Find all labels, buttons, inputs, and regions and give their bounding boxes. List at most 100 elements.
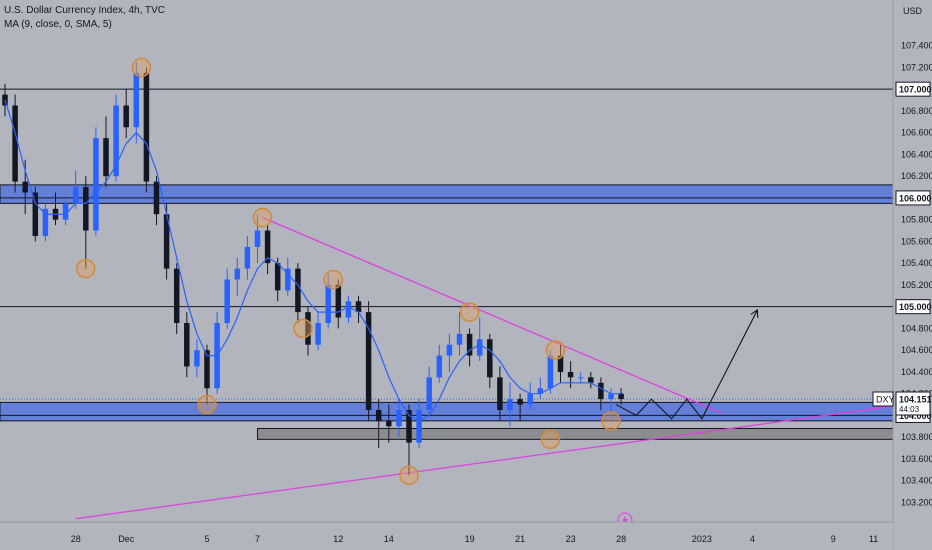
candle-15: [153, 181, 160, 215]
candle-35: [355, 301, 362, 313]
candle-16: [163, 214, 170, 269]
x-tick-9: 28: [616, 534, 626, 544]
candle-55: [557, 355, 564, 372]
y-tick-9: 105.200: [901, 280, 932, 290]
y-tick-16: 103.400: [901, 476, 932, 486]
candle-29: [295, 268, 301, 313]
candle-2: [22, 181, 28, 193]
candle-14: [143, 72, 150, 182]
price-label-1: 106.000: [899, 193, 932, 203]
x-tick-0: 28: [71, 534, 81, 544]
last-price-box: [895, 391, 931, 416]
y-tick-1: 107.200: [901, 62, 932, 72]
candle-22: [224, 279, 230, 323]
x-tick-4: 12: [333, 534, 343, 544]
candles-layer: [2, 61, 624, 476]
chart-title: U.S. Dollar Currency Index, 4h, TVC: [4, 5, 165, 16]
x-tick-1: Dec: [118, 534, 135, 544]
swing-marker-8: [545, 340, 566, 360]
candle-46: [466, 333, 473, 356]
swing-marker-3: [197, 394, 217, 415]
candle-34: [345, 301, 352, 318]
y-tick-14: 103.800: [901, 432, 932, 442]
levels-layer: [0, 88, 893, 416]
candle-18: [184, 322, 190, 367]
candle-17: [173, 268, 180, 323]
x-tick-10: 2023: [692, 534, 712, 544]
candle-7: [72, 187, 79, 204]
swing-marker-7: [399, 465, 419, 485]
currency-label: USD: [903, 6, 923, 16]
y-tick-8: 105.400: [901, 258, 932, 268]
candle-9: [93, 138, 99, 231]
candle-40: [406, 409, 412, 443]
candle-11: [113, 105, 119, 177]
x-tick-13: 11: [869, 534, 878, 544]
candle-42: [426, 377, 432, 410]
candle-32: [325, 284, 331, 323]
y-tick-10: 104.800: [901, 323, 932, 333]
symbol-tag-box: [872, 391, 894, 407]
markers-layer: [76, 57, 621, 485]
candle-41: [416, 409, 422, 443]
y-tick-7: 105.600: [901, 236, 932, 246]
candle-8: [83, 187, 89, 231]
zone-2: [257, 427, 894, 440]
time-axis-bg: [0, 522, 893, 550]
candle-61: [618, 393, 624, 400]
candle-48: [487, 339, 493, 378]
symbol-tag: DXY: [876, 395, 895, 405]
candle-13: [133, 72, 140, 128]
time-axis[interactable]: 28 Dec 5 7 12 14 19 21 23 28 2023 4 9 11: [0, 521, 893, 550]
candle-10: [103, 138, 109, 177]
projection-arrowhead: [750, 308, 759, 318]
swing-marker-5: [323, 269, 343, 290]
candle-45: [456, 333, 463, 345]
ma-line: [4, 99, 622, 422]
candle-47: [476, 339, 483, 356]
candle-19: [194, 350, 200, 367]
candle-31: [315, 322, 321, 345]
last-price-label: 104.151: [899, 395, 932, 405]
trendlines-layer: [75, 216, 904, 520]
candle-44: [446, 344, 453, 356]
candle-56: [567, 371, 574, 378]
x-tick-5: 14: [384, 534, 394, 544]
x-tick-2: 5: [204, 534, 209, 544]
price-label-2: 105.000: [899, 302, 932, 312]
y-tick-0: 107.400: [901, 41, 932, 51]
y-tick-3: 106.600: [901, 128, 932, 138]
candle-33: [335, 284, 342, 318]
y-tick-17: 103.200: [901, 497, 932, 507]
candle-26: [264, 230, 271, 264]
candle-57: [577, 377, 584, 379]
x-tick-8: 23: [566, 534, 576, 544]
candle-27: [274, 263, 281, 291]
candle-58: [588, 377, 594, 383]
candle-43: [436, 355, 443, 378]
zone-1: [0, 401, 894, 422]
x-tick-3: 7: [255, 534, 260, 544]
candle-30: [305, 312, 311, 345]
candle-25: [254, 230, 261, 247]
y-tick-4: 106.400: [901, 149, 932, 159]
y-tick-6: 105.800: [901, 215, 932, 225]
zone-0: [0, 184, 894, 204]
price-label-box-1: [895, 190, 931, 206]
y-tick-15: 103.600: [901, 454, 932, 464]
candle-23: [234, 268, 241, 280]
swing-marker-2: [252, 207, 273, 228]
candle-37: [375, 409, 382, 421]
swing-marker-10: [601, 411, 621, 431]
projection-path: [615, 309, 758, 420]
x-tick-11: 4: [750, 534, 755, 544]
swing-marker-4: [293, 318, 313, 339]
price-axis[interactable]: USD 107.400 107.200 106.800 106.600 106.400 10…: [872, 0, 932, 550]
y-tick-5: 106.200: [901, 171, 932, 181]
candle-53: [537, 388, 544, 394]
indicator-label[interactable]: MA (9, close, 0, SMA, 5): [4, 19, 112, 30]
swing-marker-0: [131, 57, 152, 78]
candle-24: [244, 246, 251, 269]
